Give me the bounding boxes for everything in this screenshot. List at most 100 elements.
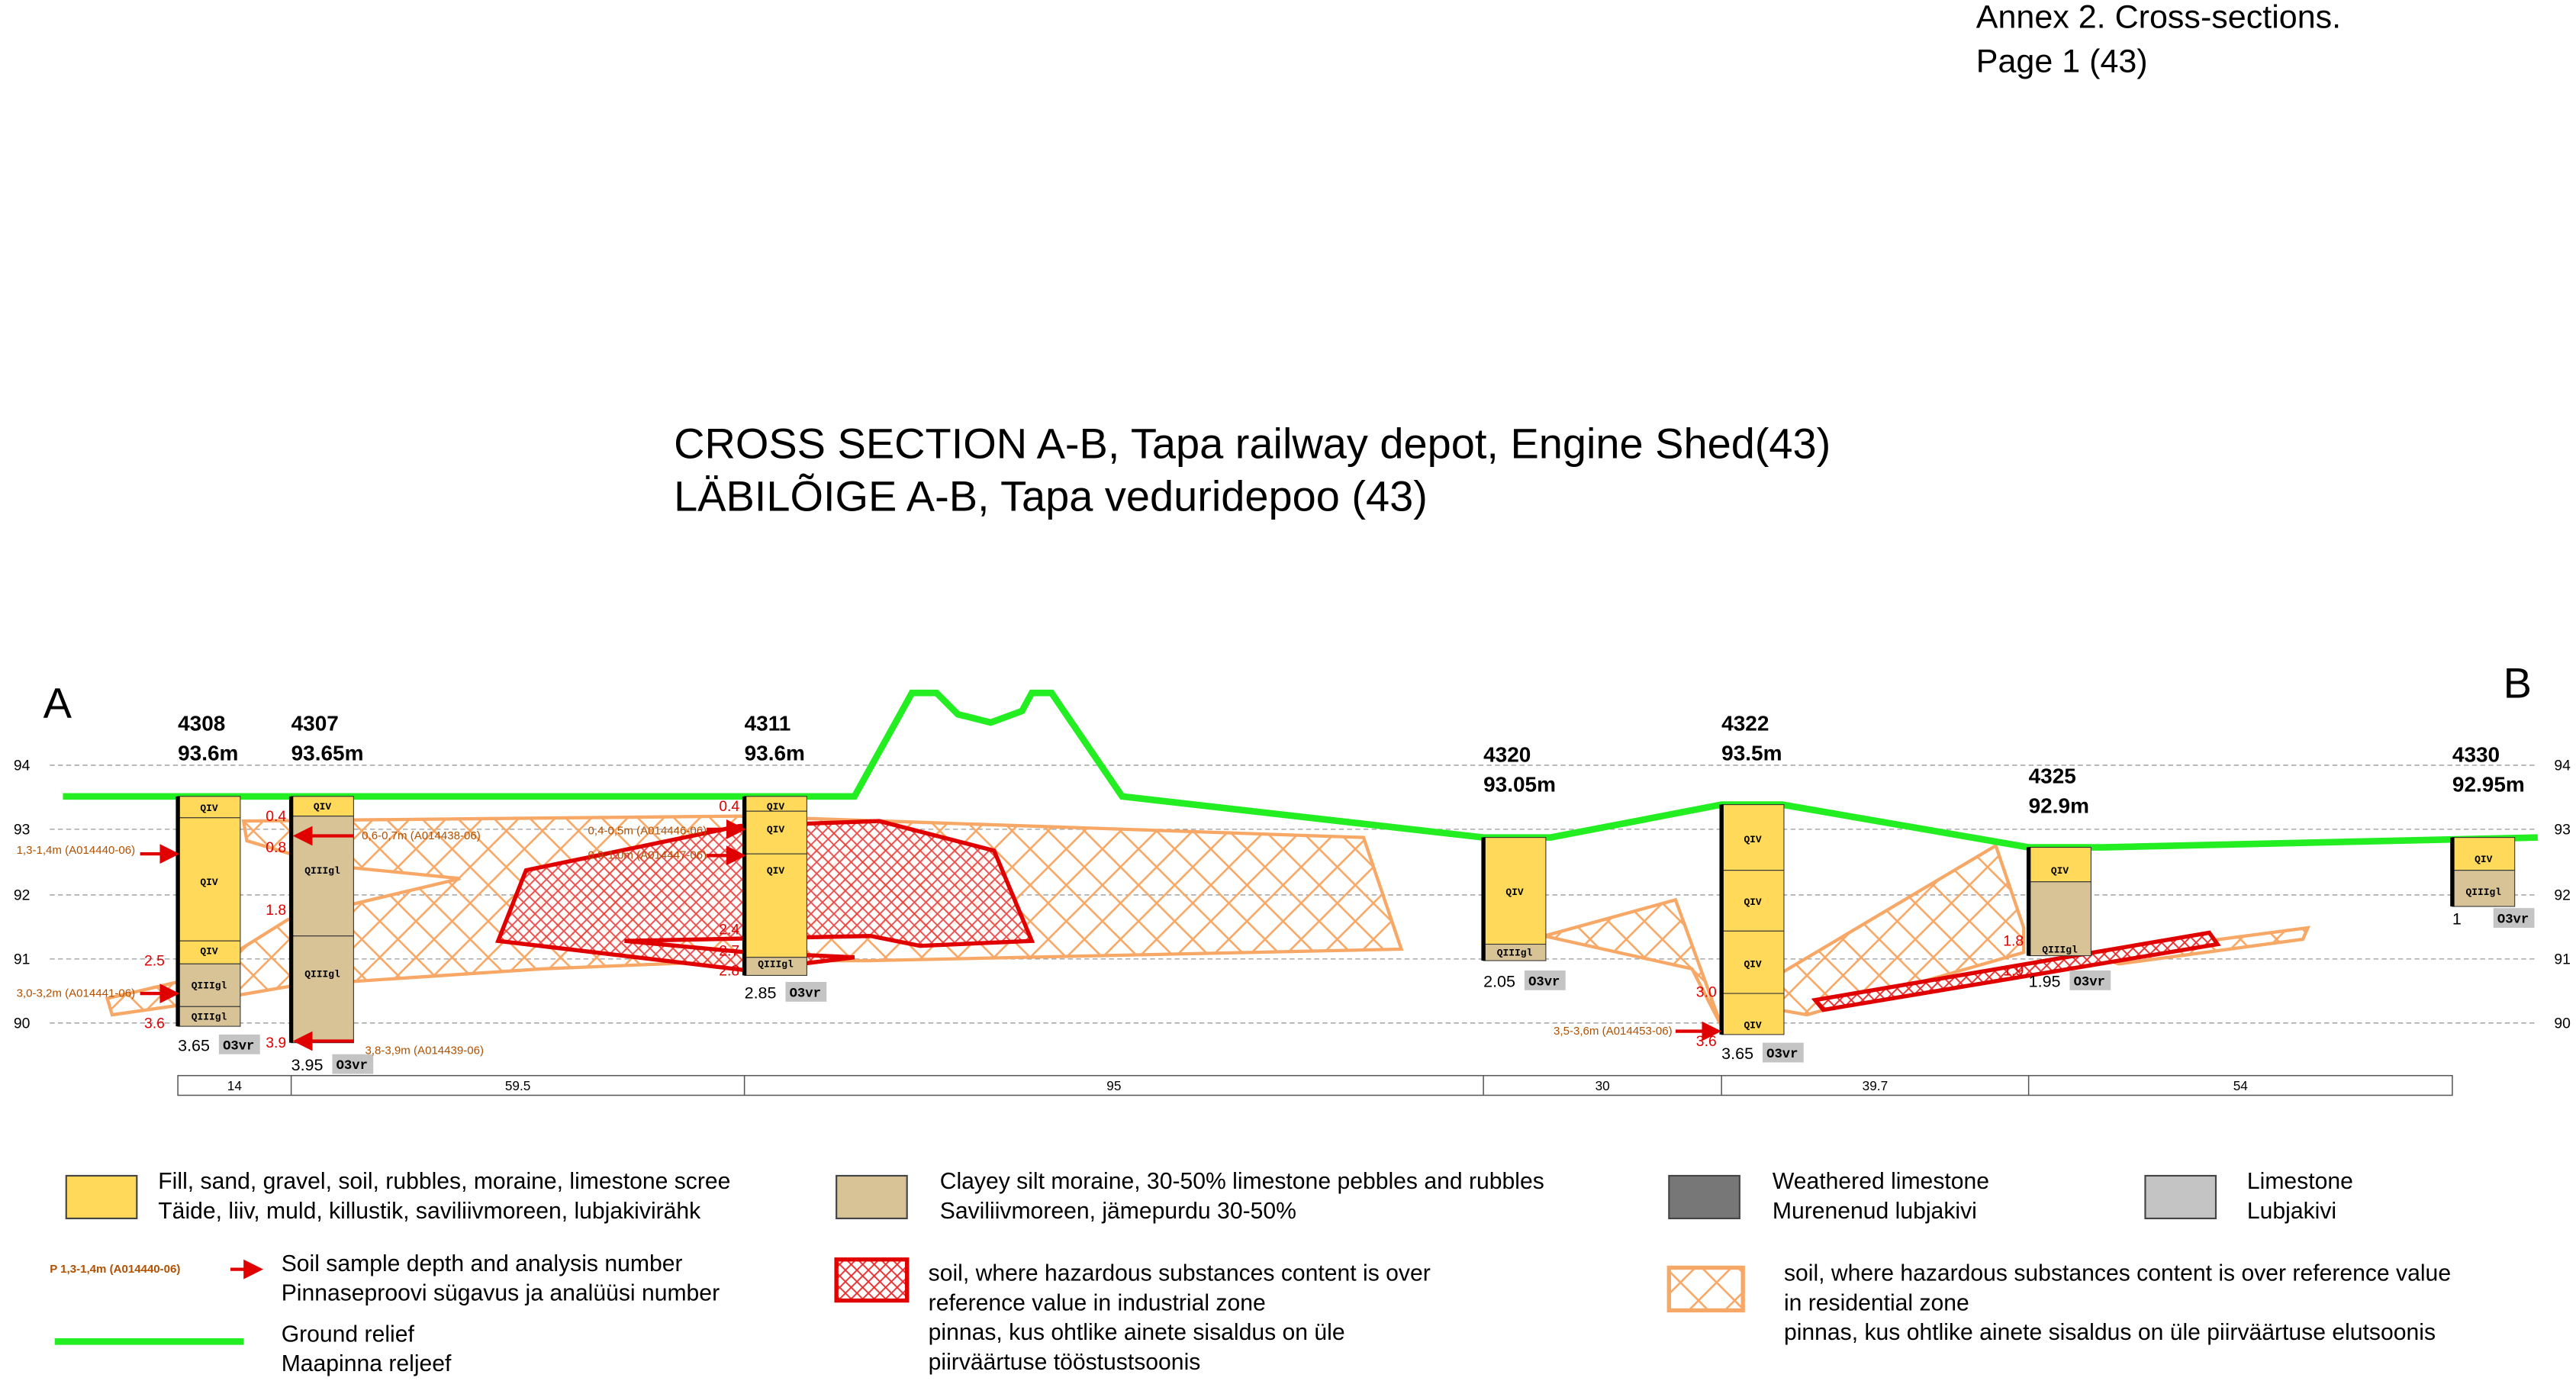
distance-label: 54	[2233, 1078, 2249, 1093]
layer-label: QIV	[1505, 887, 1523, 898]
borehole-id: 4325	[2029, 765, 2076, 788]
bedrock-label: O3vr	[336, 1059, 368, 1074]
distance-label: 95	[1106, 1078, 1121, 1093]
distance-bar: 14 59.5 95 30 39.7 54	[177, 1074, 2453, 1096]
legend-swatch	[1668, 1174, 1740, 1220]
layer	[1721, 870, 1785, 932]
legend-text: soil, where hazardous substances content…	[929, 1261, 1431, 1286]
borehole-id: 4307	[291, 712, 339, 736]
borehole-elevation: 93.05m	[1483, 772, 1556, 796]
layer-label: QIV	[767, 865, 784, 877]
bedrock-box	[1524, 970, 1566, 990]
layer-label: QIV	[200, 877, 217, 888]
legend-text: soil, where hazardous substances content…	[1784, 1261, 2451, 1286]
legend-text: Pinnaseproovi sügavus ja analüüsi number	[282, 1281, 720, 1306]
legend-text: reference value in industrial zone	[929, 1290, 1266, 1315]
bedrock-box	[2493, 908, 2535, 928]
bedrock-label: O3vr	[2497, 913, 2529, 928]
layer-label: QIV	[1744, 834, 1761, 845]
legend-text: pinnas, kus ohtlike ainete sisaldus on ü…	[1784, 1320, 2436, 1345]
legend-text: Fill, sand, gravel, soil, rubbles, morai…	[158, 1169, 730, 1194]
elevation-label: 90	[14, 1015, 31, 1032]
layer-label: QIV	[767, 801, 784, 813]
borehole-depth: 2.85	[745, 984, 777, 1003]
title-en: CROSS SECTION A-B, Tapa railway depot, E…	[674, 419, 1831, 467]
bedrock-box	[218, 1034, 260, 1054]
layer	[744, 810, 807, 855]
borehole-depth: 3.65	[1721, 1045, 1753, 1063]
layer-label: QIIIgl	[2042, 944, 2078, 955]
legend-icon-label: P 1,3-1,4m (A014440-06)	[50, 1263, 180, 1276]
distance-label: 30	[1596, 1078, 1610, 1093]
bedrock-label: O3vr	[1528, 975, 1560, 990]
layer-label: QIV	[200, 945, 217, 957]
legend-text: Weathered limestone	[1773, 1169, 1989, 1194]
bedrock-label: O3vr	[2074, 975, 2105, 990]
layer	[177, 1006, 241, 1027]
legend-text: Saviliivmoreen, jämepurdu 30-50%	[940, 1199, 1296, 1224]
layer	[177, 817, 241, 942]
sample-label: 0,4-0,5m (A014446-06)	[588, 824, 707, 837]
borehole-depth: 1.95	[2029, 972, 2061, 990]
layer	[2028, 881, 2091, 957]
layer-label: QIV	[2051, 865, 2069, 877]
layer-label: QIIIgl	[192, 980, 227, 992]
legend-text: Soil sample depth and analysis number	[282, 1251, 683, 1276]
borehole-elevation: 92.9m	[2029, 794, 2089, 817]
borehole-id: 4320	[1483, 743, 1531, 767]
layer	[1721, 804, 1785, 871]
depth-mark: 0.4	[719, 798, 739, 815]
legend-swatch	[2144, 1174, 2217, 1220]
layer	[1721, 930, 1785, 994]
legend-text: pinnas, kus ohtlike ainete sisaldus on ü…	[929, 1320, 1345, 1345]
layer-label: QIV	[767, 824, 784, 835]
depth-mark: 2.4	[719, 922, 739, 938]
residential-zone	[1728, 843, 2026, 1017]
depth-mark: 2.8	[719, 962, 739, 979]
residential-zone	[1544, 897, 1724, 1028]
borehole-depth: 3.65	[178, 1036, 210, 1054]
depth-mark: 0.4	[266, 808, 286, 825]
bedrock-box	[1762, 1042, 1804, 1063]
distance-label: 59.5	[505, 1078, 530, 1093]
layer-label: QIIIgl	[758, 959, 794, 971]
legend-swatch	[836, 1174, 908, 1220]
legend: Fill, sand, gravel, soil, rubbles, morai…	[50, 1169, 2451, 1376]
legend-text: Limestone	[2247, 1169, 2353, 1194]
elevation-label: 93	[2554, 821, 2571, 838]
bedrock-label: O3vr	[790, 987, 821, 1001]
elevation-label: 90	[2554, 1015, 2571, 1032]
sample-label: 3,0-3,2m (A014441-06)	[17, 987, 136, 1000]
bedrock-label: O3vr	[223, 1039, 254, 1054]
layer-label: QIIIgl	[1497, 948, 1533, 959]
legend-swatch	[834, 1257, 910, 1303]
depth-mark: 3.0	[1696, 983, 1717, 1000]
samples: 1,3-1,4m (A014440-06) 3,0-3,2m (A014441-0…	[17, 819, 1722, 1057]
layer-label: QIV	[314, 801, 331, 813]
end-label: B	[2504, 659, 2532, 707]
borehole-elevation: 93.5m	[1721, 741, 1782, 765]
depth-mark: 2.7	[719, 943, 739, 960]
legend-text: piirväärtuse tööstustsoonis	[929, 1350, 1201, 1375]
bedrock-box	[2069, 970, 2111, 990]
layer	[2452, 837, 2516, 871]
sample-label: 0,6-0,7m (A014438-06)	[362, 829, 481, 842]
layer	[2452, 870, 2516, 907]
depth-mark: 3.6	[1696, 1033, 1717, 1050]
annex: Annex 2. Cross-sections.	[1976, 0, 2341, 36]
sample-label: 0,9-1,0m (A014447-06)	[588, 849, 707, 862]
layer	[177, 963, 241, 1007]
sample-label: 1,3-1,4m (A014440-06)	[17, 844, 136, 857]
layer-label: QIV	[200, 803, 217, 814]
borehole-elevation: 93.6m	[178, 741, 238, 765]
depth-mark: 1.8	[266, 902, 286, 919]
borehole-elevation: 93.65m	[291, 741, 364, 765]
start-label: A	[43, 679, 72, 727]
layer-label: QIIIgl	[2466, 887, 2502, 898]
layer	[2028, 846, 2091, 883]
page-number: Page 1 (43)	[1976, 43, 2148, 80]
borehole-id: 4311	[745, 712, 791, 736]
borehole-id: 4322	[1721, 712, 1769, 736]
